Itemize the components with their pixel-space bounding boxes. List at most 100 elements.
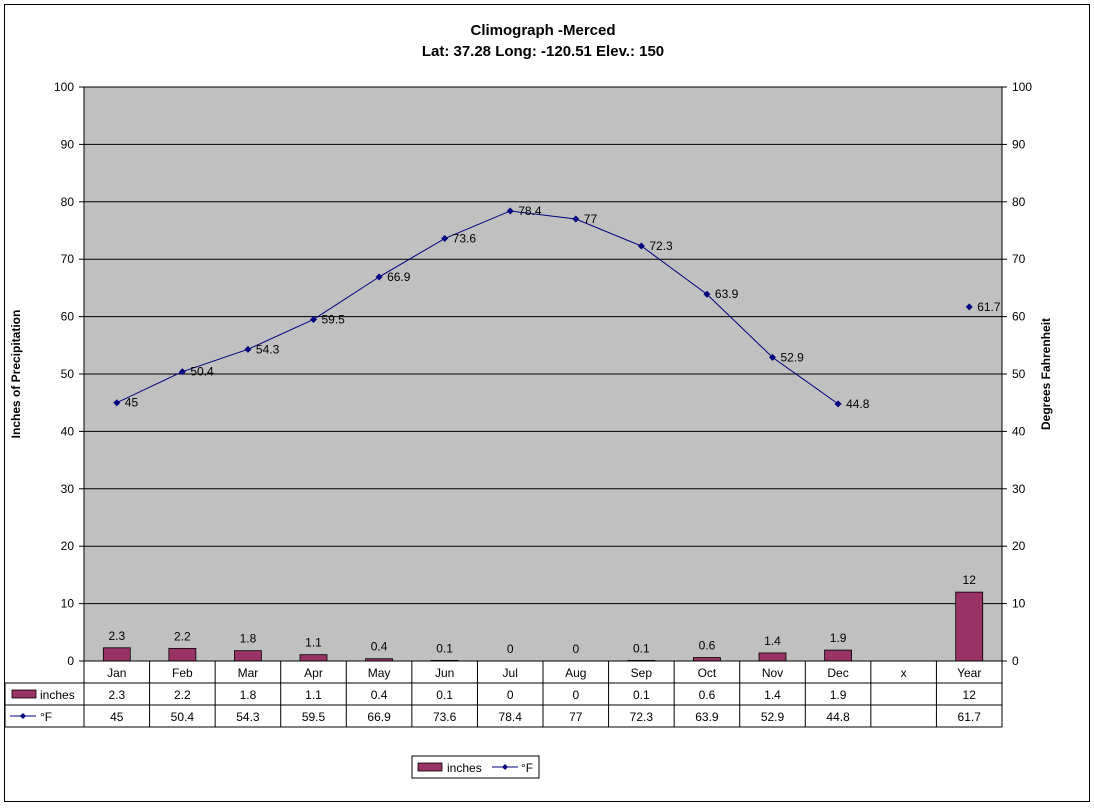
bar-data-label: 2.3: [108, 629, 125, 643]
inches-key-swatch: [11, 689, 37, 699]
bar-data-label: 0: [507, 642, 514, 656]
category-label: Jan: [107, 666, 126, 680]
temperature-data-label: 52.9: [781, 350, 805, 364]
right-tick-label: 80: [1012, 195, 1026, 209]
right-tick-label: 10: [1012, 597, 1026, 611]
category-label: Apr: [304, 666, 323, 680]
inches-row-header: inches: [40, 688, 75, 702]
table-cell-inches: 0.1: [633, 688, 650, 702]
temperature-marker: [637, 242, 645, 250]
bar-data-label: 1.4: [764, 634, 781, 648]
temperature-data-label: 63.9: [715, 287, 739, 301]
precip-bar: [955, 591, 984, 662]
left-tick-label: 90: [61, 137, 75, 151]
temperature-marker: [572, 215, 580, 223]
bar-data-label: 0.1: [436, 641, 453, 655]
left-tick-label: 50: [61, 367, 75, 381]
left-tick-label: 0: [67, 654, 74, 668]
plot-area: 0 0 10 10 20 20 30 30 40 40 50 50 60 60 70 70 80 80 90 90 10…: [54, 80, 1032, 668]
right-axis-title: Degrees Fahrenheit: [1039, 318, 1053, 430]
right-tick-label: 40: [1012, 424, 1026, 438]
temperature-data-label: 61.7: [977, 300, 1001, 314]
temperature-marker: [244, 345, 252, 353]
temperature-marker: [113, 399, 121, 407]
bar-data-label: 2.2: [174, 629, 191, 643]
category-label: Aug: [565, 666, 586, 680]
table-cell-inches: 1.8: [240, 688, 257, 702]
left-tick-label: 10: [61, 597, 75, 611]
table-cell-inches: 1.1: [305, 688, 322, 702]
category-label: Nov: [762, 666, 783, 680]
table-cell-temp: 50.4: [171, 710, 195, 724]
category-label: Oct: [698, 666, 717, 680]
category-label: Jun: [435, 666, 454, 680]
legend: inches °F: [411, 755, 540, 779]
category-label: Jul: [503, 666, 518, 680]
precip-bar: [234, 650, 262, 662]
bar-data-label: 0.4: [371, 640, 388, 654]
temperature-data-label: 77: [584, 212, 598, 226]
table-cell-inches: 1.9: [830, 688, 847, 702]
right-tick-label: 90: [1012, 137, 1026, 151]
table-cell-temp: 54.3: [236, 710, 260, 724]
precip-bar: [693, 657, 721, 662]
temperature-marker: [965, 303, 973, 311]
table-cell-temp: 72.3: [630, 710, 654, 724]
bar-data-label: 1.1: [305, 636, 322, 650]
left-tick-label: 40: [61, 424, 75, 438]
table-cell-temp: 73.6: [433, 710, 457, 724]
temperature-data-label: 45: [125, 396, 139, 410]
bar-data-label: 0: [572, 642, 579, 656]
temperature-data-label: 59.5: [322, 312, 346, 326]
table-cell-temp: 61.7: [958, 710, 982, 724]
precip-bar: [102, 647, 131, 662]
right-tick-label: 70: [1012, 252, 1026, 266]
category-label: x: [901, 666, 907, 680]
temperature-data-label: 50.4: [190, 365, 214, 379]
precip-bar: [299, 654, 328, 662]
temperature-data-label: 72.3: [649, 239, 673, 253]
legend-inches-label: inches: [447, 761, 482, 775]
right-tick-label: 50: [1012, 367, 1026, 381]
category-label: Sep: [631, 666, 653, 680]
right-tick-label: 100: [1012, 80, 1032, 94]
left-tick-label: 70: [61, 252, 75, 266]
category-label: Feb: [172, 666, 193, 680]
left-tick-label: 30: [61, 482, 75, 496]
precip-bar: [168, 647, 197, 662]
right-tick-label: 20: [1012, 539, 1026, 553]
temperature-marker: [834, 400, 842, 408]
temperature-marker: [703, 290, 711, 298]
category-label: Year: [957, 666, 981, 680]
legend-box: [411, 755, 540, 779]
temperature-data-label: 78.4: [518, 204, 542, 218]
temperature-marker: [506, 207, 514, 215]
category-label: May: [368, 666, 391, 680]
temperature-data-label: 44.8: [846, 397, 870, 411]
left-tick-label: 80: [61, 195, 75, 209]
temperature-marker: [310, 315, 317, 323]
table-cell-inches: 0.4: [371, 688, 388, 702]
table-cell-temp: 77: [569, 710, 583, 724]
table-cell-inches: 0: [572, 688, 579, 702]
bar-data-label: 1.9: [830, 631, 847, 645]
temperature-data-label: 54.3: [256, 342, 280, 356]
bar-data-label: 0.1: [633, 641, 650, 655]
table-cell-temp: 52.9: [761, 710, 785, 724]
bar-data-label: 0.6: [699, 639, 716, 653]
temperature-marker: [441, 235, 449, 243]
table-cell-inches: 2.3: [108, 688, 125, 702]
left-tick-label: 60: [61, 310, 75, 324]
table-cell-inches: 2.2: [174, 688, 191, 702]
precip-bar: [824, 649, 852, 662]
table-cell-inches: 12: [963, 688, 977, 702]
precip-bar: [758, 652, 787, 662]
temperature-line: [116, 210, 839, 405]
left-axis-title: Inches of Precipitation: [9, 310, 23, 439]
left-tick-label: 100: [54, 80, 74, 94]
table-cell-inches: 1.4: [764, 688, 781, 702]
chart-subtitle: Lat: 37.28 Long: -120.51 Elev.: 150: [422, 43, 664, 60]
bar-data-label: 1.8: [240, 632, 257, 646]
temperature-marker: [375, 273, 383, 281]
